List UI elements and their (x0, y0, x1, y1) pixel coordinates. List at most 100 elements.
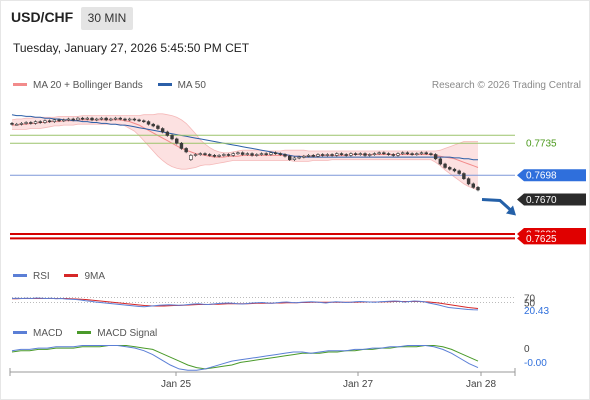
candle-body (429, 153, 433, 155)
candle-body (236, 152, 240, 155)
candle-body (189, 155, 193, 160)
candle-body (325, 154, 330, 156)
candle-body (339, 153, 344, 155)
datetime-label: Tuesday, January 27, 2026 5:45:50 PM CET (13, 41, 250, 55)
price-label-support: 0.7625 (526, 234, 557, 245)
rsi-value-label: 20.43 (524, 306, 549, 317)
candle-body (14, 123, 19, 126)
x-axis-label: Jan 25 (161, 379, 191, 390)
candle-body (457, 170, 461, 174)
legend-item-ma20[interactable]: MA 20 + Bollinger Bands (13, 80, 143, 91)
candle-body (405, 152, 410, 155)
candle-body (424, 152, 428, 155)
price-label-last: 0.7670 (526, 195, 557, 206)
legend-label-ma20: MA 20 + Bollinger Bands (33, 80, 143, 91)
macd-swatch (13, 330, 27, 334)
candle-body (391, 154, 395, 156)
candle-body (400, 152, 405, 155)
candle-body (349, 153, 353, 156)
candle-body (335, 153, 339, 156)
legend-item-macd[interactable]: MACD (13, 328, 62, 339)
currency-pair-title: USD/CHF (11, 9, 74, 25)
x-axis-label: Jan 27 (343, 379, 373, 390)
candle-body (452, 168, 457, 172)
candle-body (62, 119, 66, 122)
macd-zero-label: 0 (524, 344, 530, 355)
candle-body (316, 154, 320, 157)
candle-body (198, 153, 202, 155)
candle-body (372, 153, 377, 155)
macd-signal-swatch (77, 330, 92, 334)
candle-body (386, 153, 391, 155)
candle-body (207, 154, 212, 156)
candle-body (95, 118, 99, 121)
ma50-swatch (157, 82, 172, 86)
price-tag-pivot (517, 169, 586, 182)
rsi-swatch (13, 273, 27, 277)
forecast-arrow-head (506, 205, 516, 216)
price-label-resistance: 0.7735 (526, 139, 557, 150)
candle-body (419, 152, 424, 155)
legend-label-ma50: MA 50 (177, 80, 206, 91)
candle-body (109, 118, 113, 121)
legend-item-ma50[interactable]: MA 50 (157, 80, 206, 91)
candle-body (123, 118, 127, 121)
rsi-line (11, 297, 479, 311)
candle-body (476, 187, 480, 191)
macd-value-label: -0.00 (524, 358, 547, 369)
candle-body (226, 154, 231, 156)
candle-body (259, 153, 264, 155)
candle-body (471, 183, 476, 188)
candle-body (306, 155, 311, 157)
candle-body (217, 155, 221, 157)
candle-body (273, 152, 278, 155)
candle-body (396, 153, 400, 156)
candle-body (269, 152, 273, 155)
rsi-level-label-50: 50 (524, 299, 536, 310)
candle-body (240, 152, 245, 155)
candle-body (113, 117, 118, 120)
candle-body (19, 123, 24, 125)
candle-body (71, 118, 75, 121)
candle-body (66, 118, 71, 121)
candle-body (344, 154, 348, 156)
candle-body (80, 117, 85, 120)
ma20-swatch (13, 82, 27, 86)
candle-body (443, 163, 447, 168)
candle-body (283, 154, 287, 157)
candle-body (165, 131, 170, 136)
ma20-line (12, 119, 479, 168)
legend-label-rsi-9ma: 9MA (84, 271, 106, 282)
legend-item-rsi[interactable]: RSI (13, 271, 50, 282)
candle-body (175, 138, 179, 144)
candle-body (438, 158, 443, 165)
legend-item-rsi-9ma[interactable]: 9MA (64, 271, 105, 282)
research-credit: Research © 2026 Trading Central (431, 80, 581, 91)
candle-body (203, 153, 207, 155)
bollinger-lower-line (12, 123, 479, 191)
candle-body (264, 153, 268, 155)
candle-body (52, 119, 57, 122)
candle-body (43, 120, 47, 123)
candle-body (151, 123, 155, 127)
legend-item-macd-signal[interactable]: MACD Signal (77, 328, 157, 339)
candle-body (29, 122, 33, 124)
candle-body (137, 119, 141, 122)
candle-body (255, 154, 259, 156)
timeframe-button[interactable]: 30 MIN (81, 7, 133, 30)
candle-body (377, 152, 381, 155)
candle-body (24, 122, 28, 124)
candle-body (76, 117, 80, 121)
candle-body (212, 155, 217, 157)
candle-body (462, 173, 466, 180)
candle-body (415, 153, 419, 155)
candle-body (448, 167, 452, 170)
candle-body (410, 153, 414, 155)
legend-label-macd: MACD (33, 328, 63, 339)
bollinger-upper-line (11, 113, 478, 154)
candle-body (433, 154, 438, 160)
ma50-line (11, 114, 478, 161)
candle-body (231, 153, 235, 156)
candle-body (297, 156, 301, 159)
